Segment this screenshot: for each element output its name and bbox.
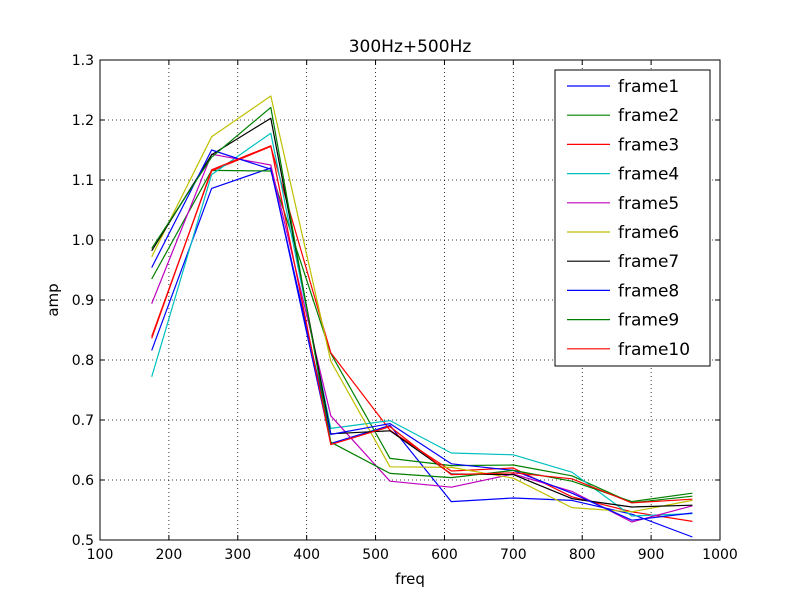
- y-tick-label: 1.0: [72, 233, 94, 249]
- legend-label: frame2: [618, 106, 679, 126]
- series-line-frame10: [151, 145, 693, 504]
- y-tick-label: 1.2: [72, 113, 94, 129]
- legend-label: frame9: [618, 311, 679, 331]
- x-tick-label: 500: [362, 547, 389, 563]
- y-tick-label: 0.9: [72, 293, 94, 309]
- y-axis-label: amp: [44, 283, 62, 316]
- x-tick-label: 1000: [702, 547, 738, 563]
- series-line-frame2: [151, 169, 693, 504]
- legend-label: frame8: [618, 281, 679, 301]
- x-axis-label: freq: [395, 570, 425, 588]
- x-tick-label: 800: [569, 547, 596, 563]
- legend-label: frame7: [618, 252, 679, 272]
- x-tick-label: 900: [638, 547, 665, 563]
- axis-ticks: 100 200 300 400 500 600 700 800 900 1000 0.5 0.6 0.7…: [72, 53, 738, 563]
- x-tick-label: 400: [293, 547, 320, 563]
- series-line-frame8: [151, 149, 693, 521]
- series-lines: [151, 95, 693, 538]
- series-line-frame4: [151, 132, 693, 517]
- legend-box: [554, 69, 711, 367]
- x-tick-label: 200: [156, 547, 183, 563]
- legend-label: frame3: [618, 135, 679, 155]
- x-tick-label: 700: [500, 547, 527, 563]
- series-line-frame7: [151, 117, 693, 508]
- legend-label: frame1: [618, 77, 679, 97]
- x-tick-label: 100: [87, 547, 114, 563]
- legend: frame1 frame2 frame3 frame4 frame5 frame6 fram…: [554, 69, 711, 367]
- x-tick-label: 600: [431, 547, 458, 563]
- legend-label: frame5: [618, 194, 679, 214]
- legend-label: frame6: [618, 223, 679, 243]
- legend-label: frame10: [618, 340, 690, 360]
- y-tick-label: 0.8: [72, 353, 94, 369]
- y-tick-label: 0.7: [72, 413, 94, 429]
- y-tick-label: 1.3: [72, 53, 94, 69]
- y-tick-label: 0.6: [72, 473, 94, 489]
- chart-title: 300Hz+500Hz: [349, 37, 472, 57]
- series-line-frame6: [151, 95, 693, 513]
- x-tick-label: 300: [224, 547, 251, 563]
- y-tick-label: 1.1: [72, 173, 94, 189]
- legend-label: frame4: [618, 165, 679, 185]
- y-tick-label: 0.5: [72, 533, 94, 549]
